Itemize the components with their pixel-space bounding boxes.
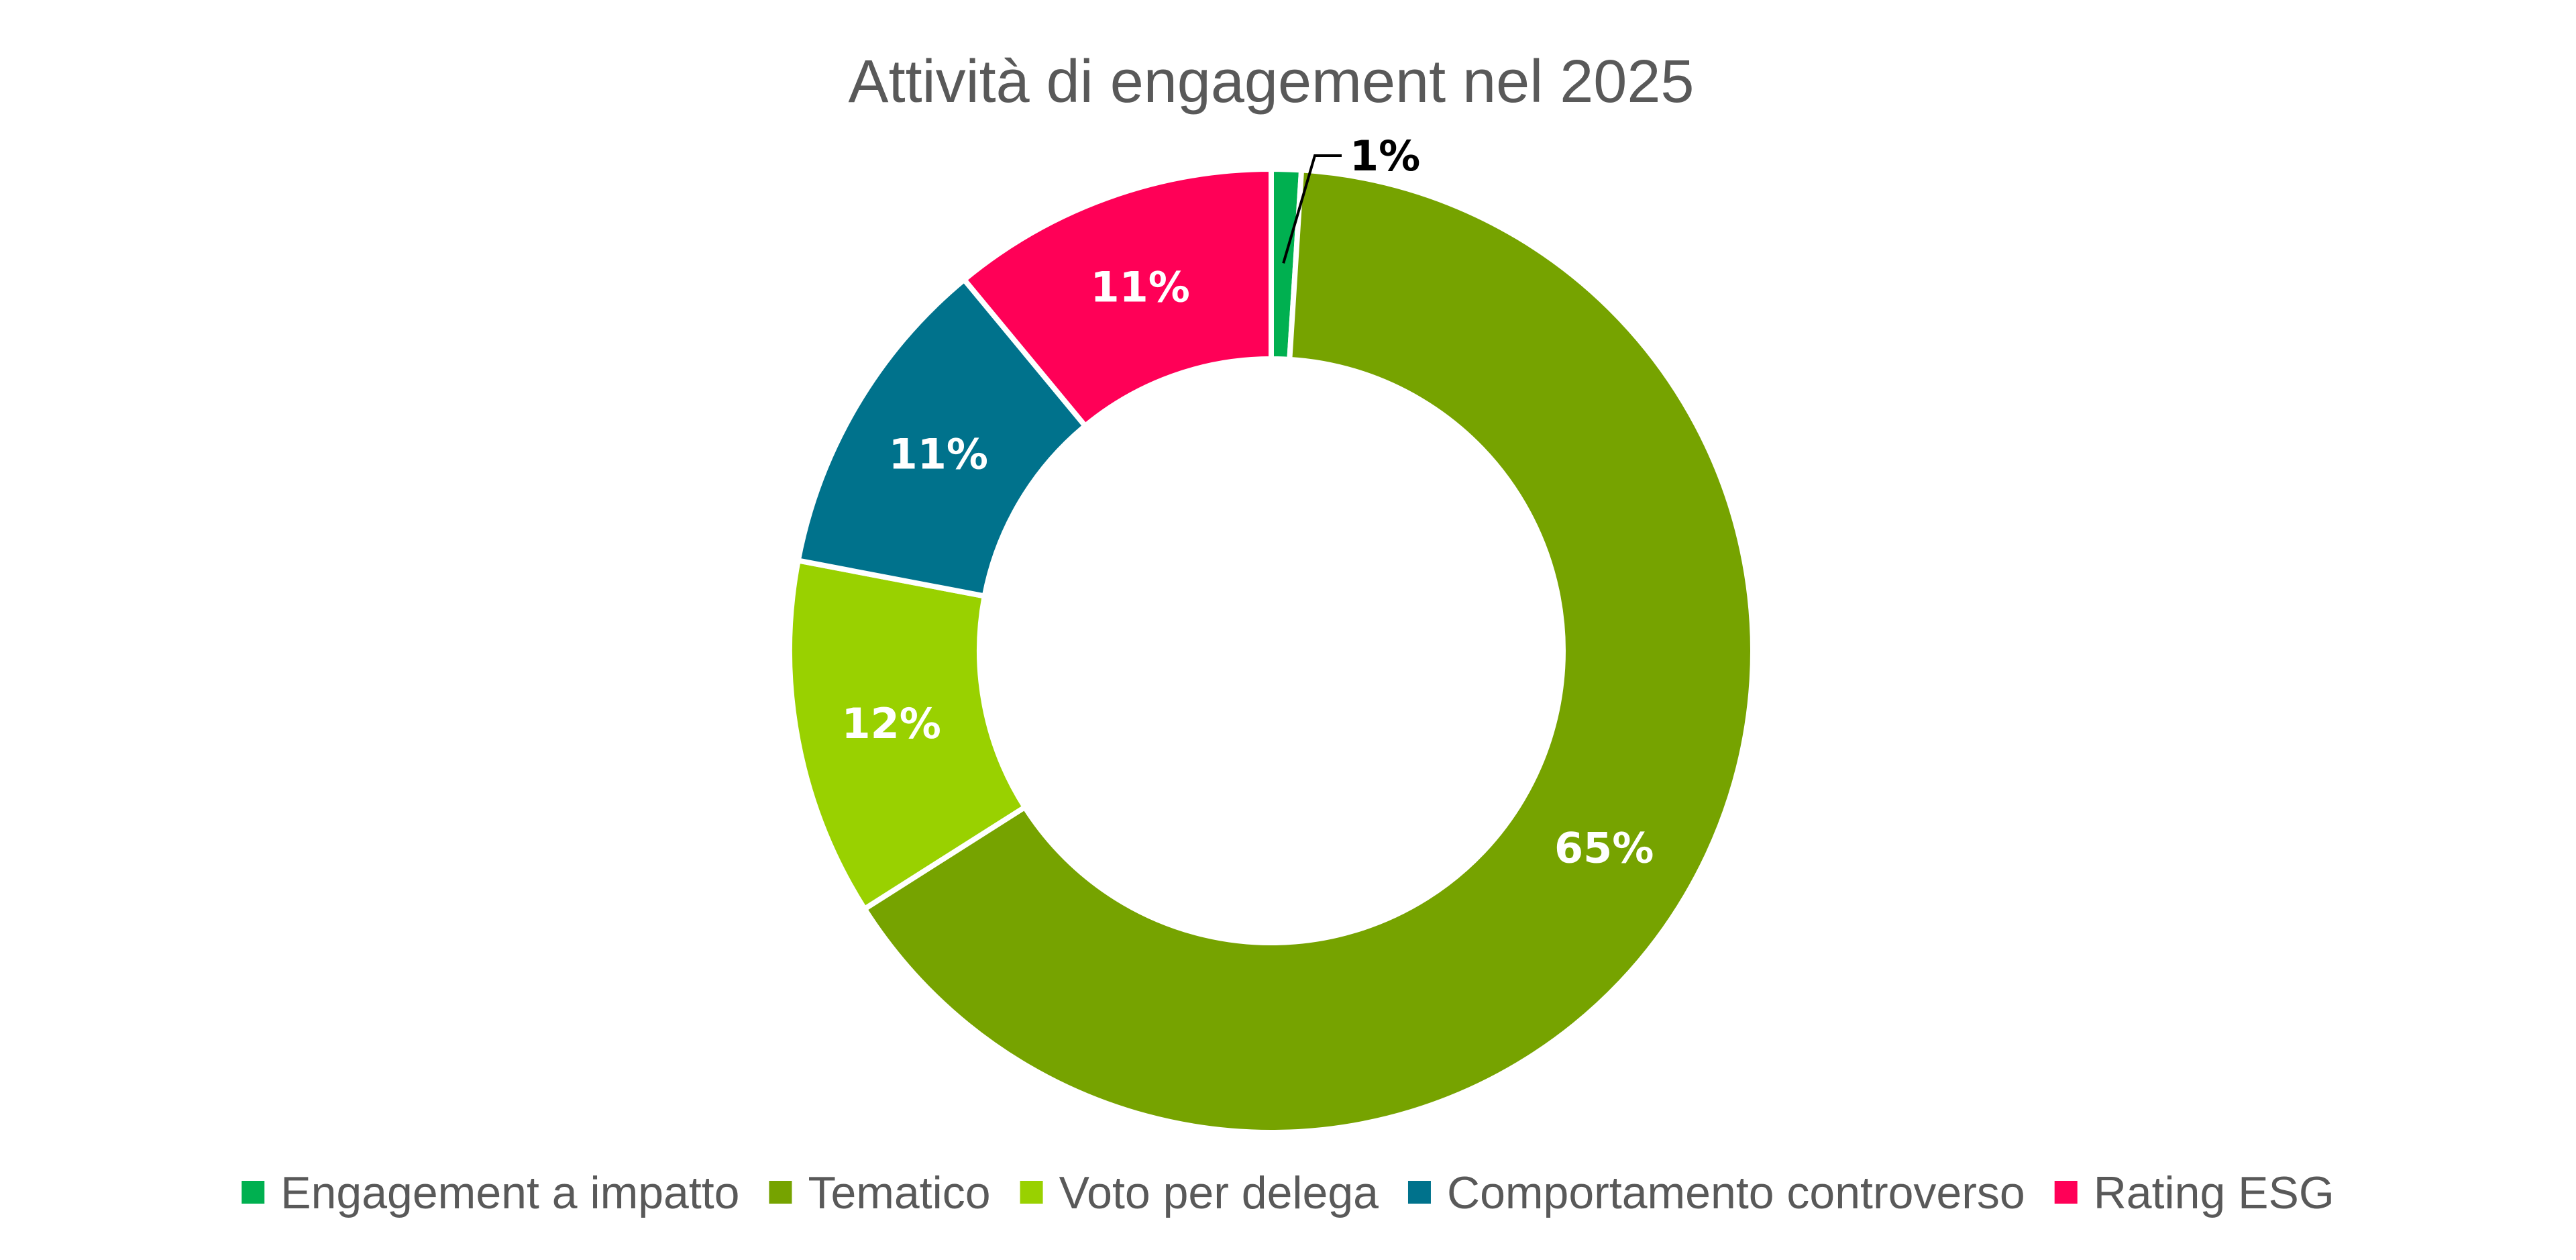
slice-rating-esg [960, 166, 1274, 430]
legend-label-rating-esg: Rating ESG [2094, 1167, 2334, 1218]
slice-comportamento-controverso [795, 276, 1089, 600]
legend-item-engagement-a-impatto: Engagement a impatto [241, 1167, 739, 1218]
legend-item-rating-esg: Rating ESG [2054, 1167, 2334, 1218]
legend-swatch-comportamento-controverso [1407, 1181, 1431, 1204]
legend-item-tematico: Tematico [769, 1167, 991, 1218]
leader-line-engagement-a-impatto [1282, 154, 1342, 264]
legend-item-voto-per-delega: Voto per delega [1020, 1167, 1379, 1218]
slice-voto-per-delega [787, 557, 1029, 913]
legend-label-comportamento-controverso: Comportamento controverso [1447, 1167, 2025, 1218]
donut-slices [787, 166, 1756, 1135]
legend-label-tematico: Tematico [808, 1167, 990, 1218]
chart-title: Attività di engagement nel 2025 [849, 48, 1695, 115]
slice-tematico [861, 167, 1756, 1135]
slice-labels: 1% 65% 12% 11% 11% [842, 132, 1654, 872]
slice-label-engagement-a-impatto: 1% [1350, 132, 1420, 180]
slice-label-voto-per-delega: 12% [842, 699, 941, 748]
slice-label-rating-esg: 11% [1091, 263, 1190, 312]
legend-swatch-voto-per-delega [1020, 1181, 1043, 1204]
legend-label-voto-per-delega: Voto per delega [1059, 1167, 1379, 1218]
slice-label-tematico: 65% [1554, 823, 1654, 872]
legend-swatch-rating-esg [2054, 1181, 2078, 1204]
slice-label-comportamento-controverso: 11% [889, 430, 988, 479]
legend-label-engagement-a-impatto: Engagement a impatto [280, 1167, 739, 1218]
legend-swatch-engagement-a-impatto [241, 1181, 265, 1204]
legend: Engagement a impatto Tematico Voto per del… [241, 1167, 2334, 1218]
legend-item-comportamento-controverso: Comportamento controverso [1407, 1167, 2025, 1218]
legend-swatch-tematico [769, 1181, 792, 1204]
